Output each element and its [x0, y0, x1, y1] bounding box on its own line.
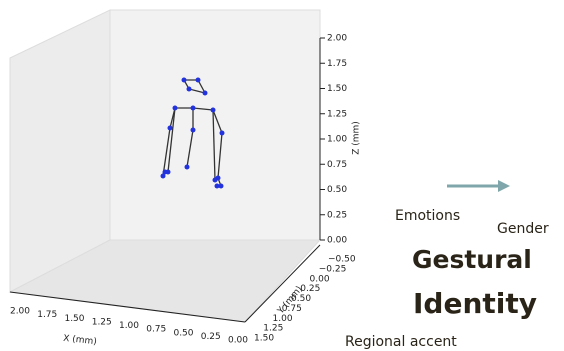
x-label: X (mm): [63, 334, 97, 347]
x-tick-label: 0.25: [201, 332, 221, 342]
y-tick-label: 1.25: [263, 324, 283, 334]
word-gender: Gender: [497, 221, 549, 237]
y-tick-label: 0.75: [282, 304, 302, 314]
word-gestural: Gestural: [412, 245, 532, 274]
word-emotions: Emotions: [395, 208, 460, 224]
arrow-head: [498, 180, 510, 192]
x-axis: [9, 291, 246, 323]
axes-3d: [8, 9, 322, 323]
z-tick-label: 0.25: [327, 210, 347, 220]
x-tick-label: 1.75: [37, 310, 57, 320]
z-tick-label: 1.75: [327, 59, 347, 69]
word-regional: Regional accent: [345, 334, 457, 350]
x-tick-label: 0.50: [173, 328, 193, 338]
word-identity: Identity: [413, 287, 537, 320]
y-tick-label: 1.00: [273, 314, 293, 324]
z-tick-label: 0.75: [327, 160, 347, 170]
y-tick-label: −0.25: [319, 264, 347, 274]
y-tick-label: 0.25: [300, 284, 320, 294]
z-tick-label: 1.00: [327, 135, 347, 145]
x-tick-label: 0.75: [146, 325, 166, 335]
y-tick-label: 0.50: [291, 294, 311, 304]
joints: [160, 77, 225, 189]
y-tick-label: 1.50: [254, 334, 274, 344]
y-tick-label: 0.00: [310, 274, 330, 284]
z-tick-label: 2.00: [327, 34, 347, 44]
y-axis: [244, 244, 321, 323]
y-tick-label: −0.50: [328, 255, 356, 265]
x-tick-label: 1.25: [92, 317, 112, 327]
z-tick-label: 0.00: [327, 236, 347, 246]
back-pane: [109, 9, 321, 241]
x-tick-label: 2.00: [10, 307, 30, 317]
x-tick-label: 1.50: [64, 314, 84, 324]
x-tick-label: 0.00: [228, 336, 248, 346]
z-tick-label: 1.25: [327, 109, 347, 119]
z-tick-label: 1.50: [327, 84, 347, 94]
x-tick-label: 1.00: [119, 321, 139, 331]
z-label: Z (mm): [352, 121, 362, 155]
z-tick-label: 0.50: [327, 185, 347, 195]
